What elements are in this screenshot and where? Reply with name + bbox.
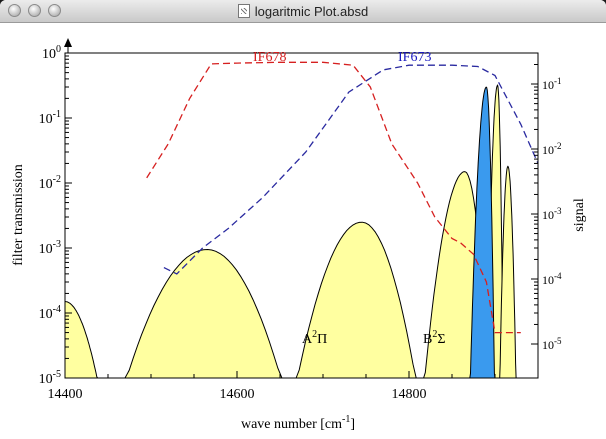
x-axis-label: wave number [cm-1] [241,414,355,432]
x-tick-label-0: 14400 [48,387,83,402]
filter-curves [146,61,539,334]
signal-lobe-5 [499,165,517,379]
zoom-button[interactable] [48,4,61,17]
y-axis-label-left: filter transmission [11,164,26,266]
y-left-tick-label-0: 100 [42,44,61,62]
window-title: logaritmic Plot.absd [254,3,369,19]
minimize-button[interactable] [28,4,41,17]
y-axis-arrow-icon [64,38,72,47]
y-left-tick-label-4: 10-4 [39,304,61,322]
y-right-tick-label-2: 10-3 [542,206,562,222]
signal-lobe-1 [120,248,286,379]
annotation-b2sigma: B2Σ [423,329,446,347]
y-left-tick-label-2: 10-2 [39,174,61,192]
y-right-tick-label-0: 10-1 [542,76,562,92]
filter-curve-if673 [163,64,539,275]
signal-fills [64,84,517,379]
x-tick-label-2: 14800 [392,387,427,402]
series-label-if678: IF678 [253,50,286,65]
close-button[interactable] [8,4,21,17]
signal-lobe-0 [64,301,100,379]
y-left-tick-label-3: 10-3 [39,239,61,257]
document-icon [237,4,250,18]
axis-ticks: 14400 14600 14800 100 10-1 10-2 10-3 10-4 10-5 10… [39,44,562,402]
y-right-tick-label-4: 10-5 [542,336,562,352]
y-right-tick-label-1: 10-2 [542,141,562,157]
y-left-tick-label-5: 10-5 [39,369,61,387]
filter-curve-if678 [146,61,521,334]
signal-lobe-2 [292,221,420,379]
y-left-tick-label-1: 10-1 [39,109,61,127]
title-bar: logaritmic Plot.absd [0,0,606,23]
y-right-tick-label-3: 10-4 [542,271,562,287]
x-tick-label-1: 14600 [220,387,255,402]
plot-frame [64,52,539,379]
title-container: logaritmic Plot.absd [0,0,606,22]
annotation-a2pi: A2Π [302,329,327,347]
signal-lobe-6 [469,86,496,379]
log-plot-chart: 14400 14600 14800 100 10-1 10-2 10-3 10-4 10-5 10… [11,38,587,432]
y-axis-label-right: signal [572,198,587,232]
series-label-if673: IF673 [398,50,431,65]
